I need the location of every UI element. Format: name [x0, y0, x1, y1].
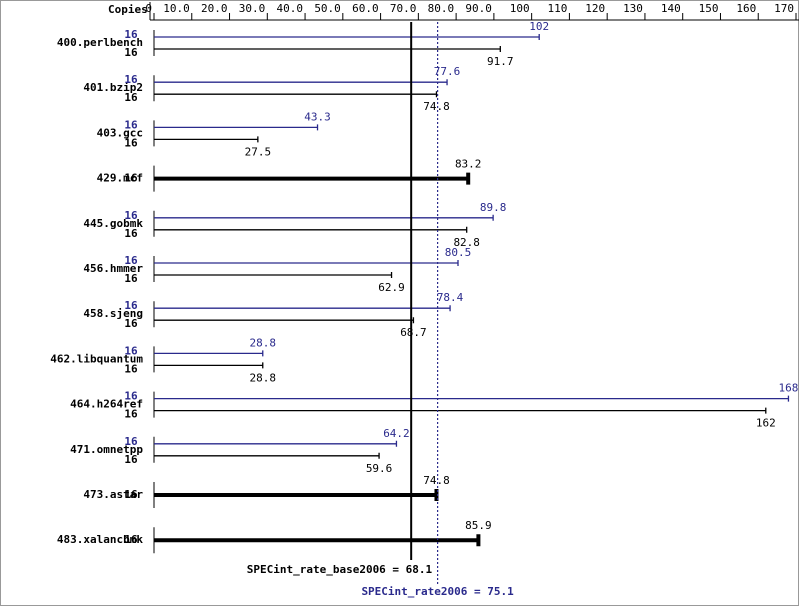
reference-label: SPECint_rate_base2006 = 68.1	[247, 563, 433, 576]
x-tick-label: 70.0	[390, 2, 417, 15]
benchmark-label: 456.hmmer	[83, 262, 143, 275]
value-label: 89.8	[480, 201, 507, 214]
copies-label: 16	[124, 488, 138, 501]
x-tick-label: 40.0	[277, 2, 304, 15]
copies-label: 16	[124, 91, 138, 104]
value-label: 83.2	[455, 158, 482, 171]
bar	[154, 272, 393, 278]
value-label: 77.6	[434, 65, 461, 78]
value-label: 85.9	[465, 519, 492, 532]
bar	[154, 440, 398, 447]
bar	[154, 305, 451, 312]
value-label: 74.8	[423, 474, 450, 487]
x-tick-label: 100	[510, 2, 530, 15]
copies-label: 16	[124, 28, 138, 41]
value-label: 64.2	[383, 427, 410, 440]
benchmark-label: 429.mcf	[97, 172, 143, 185]
benchmark-label: 464.h264ref	[70, 398, 143, 411]
copies-label: 16	[124, 227, 138, 240]
bar	[154, 395, 790, 402]
value-label: 102	[529, 20, 549, 33]
benchmark-label: 403.gcc	[97, 126, 143, 139]
value-label: 62.9	[378, 281, 405, 294]
copies-label: 16	[124, 317, 138, 330]
benchmark-label: 483.xalancbmk	[57, 533, 143, 546]
copies-label: 16	[124, 362, 138, 375]
bar	[154, 34, 540, 40]
copies-label: 16	[124, 172, 138, 185]
benchmark-label: 473.astar	[83, 488, 143, 501]
value-label: 80.5	[445, 246, 472, 259]
value-label: 68.7	[400, 326, 427, 339]
bar	[154, 91, 438, 98]
bar	[154, 350, 264, 357]
copies-label: 16	[124, 254, 138, 267]
copies-label: 16	[124, 272, 138, 285]
bar	[154, 407, 767, 414]
benchmark-label: 400.perlbench	[57, 36, 143, 49]
value-label: 28.8	[250, 336, 277, 349]
value-label: 43.3	[304, 110, 331, 123]
x-tick-label: 10.0	[163, 2, 190, 15]
value-label: 74.8	[423, 100, 450, 113]
copies-label: 16	[124, 435, 138, 448]
x-tick-label: 110	[548, 2, 568, 15]
bar	[154, 534, 481, 547]
x-tick-label: 140	[661, 2, 681, 15]
copies-label: 16	[124, 299, 138, 312]
reference-label: SPECint_rate2006 = 75.1	[361, 585, 514, 598]
x-tick-label: 150	[699, 2, 719, 15]
value-label: 168	[779, 382, 799, 395]
bar	[154, 79, 448, 86]
benchmark-label: 462.libquantum	[50, 352, 143, 365]
bar	[154, 46, 501, 52]
bar	[154, 489, 439, 501]
benchmark-label: 458.sjeng	[83, 307, 143, 320]
bar	[154, 124, 319, 131]
x-tick-label: 170	[774, 2, 794, 15]
x-tick-label: 0	[145, 2, 152, 15]
x-tick-label: 160	[736, 2, 756, 15]
x-tick-label: 130	[623, 2, 643, 15]
bar	[154, 136, 259, 143]
bar	[154, 452, 380, 459]
copies-header: Copies	[108, 3, 148, 16]
x-tick-label: 80.0	[428, 2, 455, 15]
copies-label: 16	[124, 46, 138, 59]
value-label: 91.7	[487, 55, 514, 68]
copies-label: 16	[124, 390, 138, 403]
value-label: 82.8	[453, 236, 480, 249]
copies-label: 16	[124, 209, 138, 222]
copies-label: 16	[124, 408, 138, 421]
copies-label: 16	[124, 453, 138, 466]
copies-label: 16	[124, 73, 138, 86]
bar	[154, 226, 468, 233]
benchmark-label: 471.omnetpp	[70, 443, 143, 456]
value-label: 27.5	[245, 145, 272, 158]
benchmark-label: 445.gobmk	[83, 217, 143, 230]
copies-label: 16	[124, 344, 138, 357]
x-tick-label: 20.0	[201, 2, 228, 15]
x-tick-label: 120	[585, 2, 605, 15]
copies-label: 16	[124, 533, 138, 546]
copies-label: 16	[124, 136, 138, 149]
benchmark-label: 401.bzip2	[83, 81, 143, 94]
bar	[154, 362, 264, 369]
bar	[154, 317, 415, 324]
value-label: 162	[756, 417, 776, 430]
bar	[154, 214, 494, 221]
x-tick-label: 90.0	[465, 2, 492, 15]
bar	[154, 260, 459, 266]
value-label: 59.6	[366, 462, 393, 475]
bar	[154, 172, 471, 185]
value-label: 28.8	[250, 371, 277, 384]
x-tick-label: 60.0	[352, 2, 379, 15]
copies-label: 16	[124, 118, 138, 131]
x-tick-label: 30.0	[239, 2, 266, 15]
x-tick-label: 50.0	[314, 2, 341, 15]
value-label: 78.4	[437, 291, 464, 304]
